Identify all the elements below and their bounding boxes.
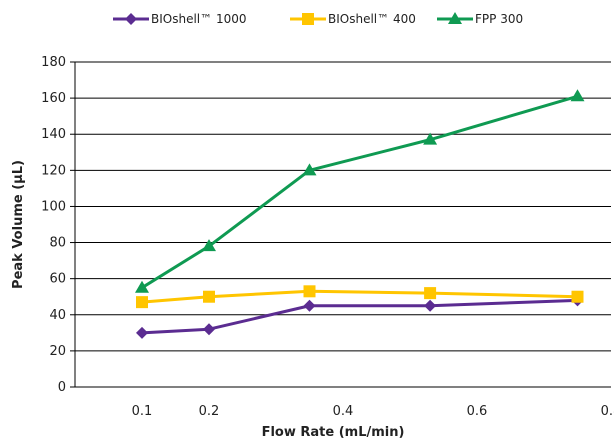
legend-marker-fpp-300 <box>448 12 462 24</box>
gridlines <box>75 61 611 352</box>
legend-label-fpp-300: FPP 300 <box>475 12 523 26</box>
legend-label-bioshell-400: BIOshell™ 400 <box>328 12 416 26</box>
y-tick-label-0: 0 <box>58 380 66 395</box>
x-tick-label-0-2: 0.2 <box>199 404 220 419</box>
x-tick-label-0-8: 0.8 <box>601 404 614 419</box>
data-point-bioshell-400-2 <box>303 285 316 298</box>
y-tick-label-20: 20 <box>49 344 66 359</box>
y-axis-title: Peak Volume (μL) <box>11 160 26 289</box>
legend-label-bioshell-1000: BIOshell™ 1000 <box>151 12 246 26</box>
series-line-fpp-300 <box>141 94 578 289</box>
data-point-fpp-300-1 <box>202 239 216 252</box>
legend-item-fpp-300: FPP 300 <box>437 12 523 26</box>
y-tick-label-140: 140 <box>41 127 66 142</box>
y-tick-labels: 0 20 40 60 80 100 120 140 160 180 <box>41 55 66 395</box>
legend-item-bioshell-1000: BIOshell™ 1000 <box>113 12 246 26</box>
axes <box>70 61 611 388</box>
y-tick-label-60: 60 <box>49 272 66 287</box>
data-point-bioshell-1000-0 <box>136 326 148 339</box>
x-tick-label-0-6: 0.6 <box>467 404 488 419</box>
y-tick-label-160: 160 <box>41 91 66 106</box>
y-tick-label-80: 80 <box>49 236 66 251</box>
data-point-bioshell-1000-3 <box>424 299 437 312</box>
data-point-fpp-300-0 <box>135 280 149 293</box>
data-point-fpp-300-2 <box>302 163 317 176</box>
legend-marker-bioshell-400 <box>302 13 314 25</box>
y-tick-label-180: 180 <box>41 55 66 70</box>
x-axis-title: Flow Rate (mL/min) <box>262 425 405 440</box>
data-point-bioshell-400-4 <box>571 290 584 303</box>
series-bioshell-400 <box>136 285 584 309</box>
data-point-bioshell-1000-2 <box>303 299 316 312</box>
series-group <box>135 89 585 339</box>
data-point-bioshell-400-3 <box>424 287 437 300</box>
x-tick-label-0-4: 0.4 <box>333 404 354 419</box>
y-tick-label-100: 100 <box>41 199 66 214</box>
legend-item-bioshell-400: BIOshell™ 400 <box>290 12 416 26</box>
legend: BIOshell™ 1000 BIOshell™ 400 FPP 300 <box>113 12 523 26</box>
data-point-bioshell-400-0 <box>136 296 148 309</box>
legend-marker-bioshell-1000 <box>125 13 137 25</box>
x-tick-labels: 0.1 0.2 0.4 0.6 0.8 <box>132 404 614 419</box>
data-point-bioshell-1000-1 <box>203 323 215 336</box>
y-tick-label-120: 120 <box>41 163 66 178</box>
data-point-fpp-300-3 <box>423 132 438 145</box>
data-point-bioshell-400-1 <box>203 290 215 303</box>
y-tick-label-40: 40 <box>49 308 66 323</box>
data-point-fpp-300-4 <box>570 89 585 102</box>
series-fpp-300 <box>135 89 585 293</box>
x-tick-label-0-1: 0.1 <box>132 404 153 419</box>
